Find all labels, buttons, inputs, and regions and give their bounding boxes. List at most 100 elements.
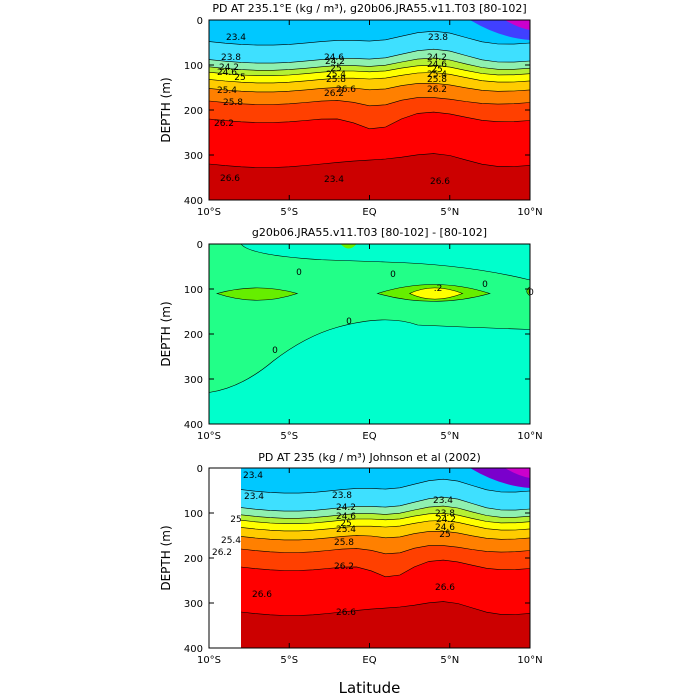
diff-region bbox=[340, 244, 357, 249]
contour-label: 26.2 bbox=[334, 562, 354, 572]
contour-line bbox=[208, 111, 531, 130]
contour-label: 26.2 bbox=[214, 119, 234, 129]
density-layer bbox=[505, 20, 530, 30]
contour-line bbox=[208, 82, 531, 93]
contour-label: 24.2 bbox=[219, 63, 239, 73]
x-tick-label: 10°N bbox=[517, 207, 542, 218]
contour-label: 25.4 bbox=[427, 70, 447, 80]
contour-line bbox=[240, 559, 531, 578]
chart-title: g20b06.JRA55.v11.T03 [80-102] - [80-102] bbox=[252, 226, 487, 239]
contour-label: 25 bbox=[234, 73, 245, 83]
y-tick-label: 400 bbox=[184, 420, 203, 431]
y-tick-label: 0 bbox=[197, 240, 203, 251]
y-axis-label: DEPTH (m) bbox=[159, 525, 173, 590]
contour-line bbox=[240, 545, 531, 555]
contour-line bbox=[208, 153, 531, 168]
contour-label: 25.8 bbox=[427, 75, 447, 85]
contour-line bbox=[208, 30, 531, 46]
contour-label: 0 bbox=[296, 268, 302, 278]
y-axis-label: DEPTH (m) bbox=[159, 77, 173, 142]
contour-label: 25.4 bbox=[221, 536, 241, 546]
contour-label: 26.2 bbox=[324, 89, 344, 99]
chart-panel-2: 0 0 0 0 0 .2 0 g20b06.JRA55.v11.T03 [80-102] - … bbox=[159, 226, 543, 442]
contour-line bbox=[240, 512, 531, 524]
diff-region bbox=[209, 244, 530, 393]
contour-label: 25.4 bbox=[326, 70, 346, 80]
contour-label: 26.6 bbox=[220, 174, 240, 184]
diff-region bbox=[217, 287, 298, 301]
y-tick-label: 400 bbox=[184, 196, 203, 207]
contour-line bbox=[216, 287, 299, 301]
y-tick-label: 200 bbox=[184, 554, 203, 565]
contour-label: 24.2 bbox=[436, 515, 456, 525]
contour-label: 26.6 bbox=[430, 177, 450, 187]
contour-label: 0 bbox=[272, 346, 278, 356]
y-tick-label: 0 bbox=[197, 464, 203, 475]
contour-label: 26.2 bbox=[427, 85, 447, 95]
y-tick-label: 0 bbox=[197, 16, 203, 27]
contour-label: 25 bbox=[340, 519, 351, 529]
x-tick-label: 5°N bbox=[440, 655, 459, 666]
contour-line bbox=[240, 496, 531, 512]
contour-label: 25.8 bbox=[334, 538, 354, 548]
contour-label: 0 bbox=[390, 270, 396, 280]
contour-line bbox=[240, 505, 531, 519]
x-tick-label: EQ bbox=[362, 655, 376, 666]
density-layer bbox=[209, 153, 530, 200]
density-layer bbox=[241, 601, 530, 648]
contour-label: 26.6 bbox=[336, 608, 356, 618]
y-axis-label: DEPTH (m) bbox=[159, 301, 173, 366]
y-tick-label: 100 bbox=[184, 61, 203, 72]
contour-label: 24.6 bbox=[435, 523, 455, 533]
contour-label: 23.4 bbox=[324, 175, 344, 185]
chart-title: PD AT 235 (kg / m³) Johnson et al (2002) bbox=[258, 451, 481, 464]
contour-label: 24.6 bbox=[324, 53, 344, 63]
x-tick-label: 10°S bbox=[197, 431, 221, 442]
contour-label: 0 bbox=[528, 288, 534, 298]
y-tick-label: 300 bbox=[184, 599, 203, 610]
y-tick-label: 100 bbox=[184, 509, 203, 520]
contour-label: 23.8 bbox=[221, 53, 241, 63]
contour-line bbox=[240, 601, 531, 616]
x-tick-label: 5°N bbox=[440, 207, 459, 218]
contour-label: 25 bbox=[230, 515, 241, 525]
contour-label: 24.2 bbox=[336, 503, 356, 513]
contour-label: 25 bbox=[431, 65, 442, 75]
y-tick-label: 100 bbox=[184, 285, 203, 296]
x-tick-label: EQ bbox=[362, 431, 376, 442]
contour-label: 25.8 bbox=[223, 98, 243, 108]
x-tick-label: 10°N bbox=[517, 431, 542, 442]
contour-line bbox=[208, 97, 531, 107]
contour-label: 26.2 bbox=[212, 548, 232, 558]
contour-label: 26.6 bbox=[336, 85, 356, 95]
contour-line bbox=[208, 243, 531, 393]
contour-label: 25.8 bbox=[326, 75, 346, 85]
y-tick-label: 400 bbox=[184, 644, 203, 655]
contour-line bbox=[208, 72, 531, 84]
contour-label: 23.8 bbox=[435, 509, 455, 519]
contour-line bbox=[240, 478, 531, 494]
contour-label: 25 bbox=[439, 530, 450, 540]
contour-line bbox=[376, 284, 491, 302]
contour-line bbox=[240, 520, 531, 532]
contour-line bbox=[208, 48, 531, 64]
contour-label: 23.8 bbox=[428, 33, 448, 43]
y-tick-label: 200 bbox=[184, 330, 203, 341]
y-tick-label: 300 bbox=[184, 151, 203, 162]
contour-label: 0 bbox=[482, 280, 488, 290]
x-axis-label: Latitude bbox=[339, 679, 401, 697]
contour-label: 0 bbox=[346, 317, 352, 327]
contour-label: 25.4 bbox=[336, 525, 356, 535]
x-tick-label: EQ bbox=[362, 207, 376, 218]
contour-label: 24.2 bbox=[325, 57, 345, 67]
chart-title: PD AT 235.1°E (kg / m³), g20b06.JRA55.v1… bbox=[212, 2, 526, 15]
contour-label: 25 bbox=[330, 64, 341, 74]
x-tick-label: 10°S bbox=[197, 655, 221, 666]
contour-label: 26.6 bbox=[252, 590, 272, 600]
contour-line bbox=[208, 64, 531, 76]
contour-label: 23.4 bbox=[244, 492, 264, 502]
x-tick-label: 5°S bbox=[280, 431, 298, 442]
x-tick-label: 10°N bbox=[517, 655, 542, 666]
y-tick-label: 200 bbox=[184, 106, 203, 117]
